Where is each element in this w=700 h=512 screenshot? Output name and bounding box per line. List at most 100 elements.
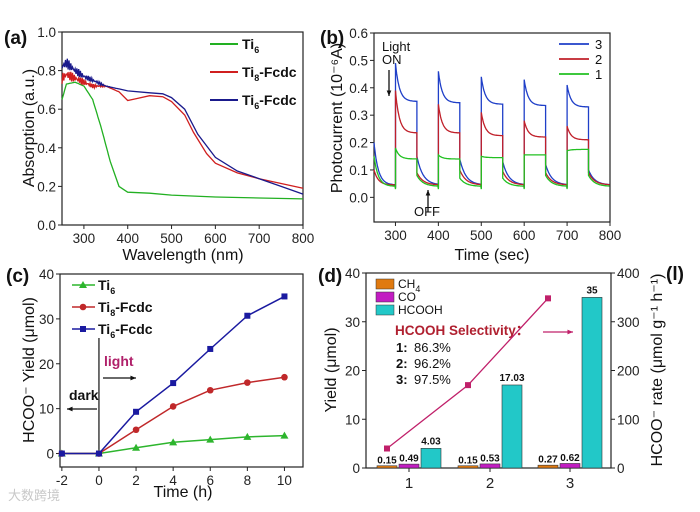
selectivity-title: HCOOH Selectivity： [395, 323, 529, 338]
d-ytick-label: 10 [345, 412, 360, 427]
d-bar-CH4 [376, 465, 398, 469]
c-point-Ti6 [132, 443, 141, 451]
c-series-Ti6-Fcdc [61, 295, 285, 455]
panel-label-a: (a) [4, 28, 27, 49]
a-xtick-label: 800 [292, 231, 315, 246]
c-ytick-label: 20 [39, 357, 54, 372]
b-legend-label: 3 [595, 37, 602, 52]
b-legend-label: 1 [595, 67, 602, 82]
b-xtick-label: 600 [513, 228, 536, 243]
b-xtick-label: 300 [384, 228, 407, 243]
c-legend-label: Ti6-Fcdc [98, 321, 153, 340]
a-ytick-label: 0.2 [37, 179, 56, 194]
a-plot-frame [61, 31, 304, 226]
d-bar-value-label: 35 [586, 285, 598, 296]
c-dark-label: dark [69, 387, 99, 403]
panel-label-b: (b) [320, 28, 344, 49]
b-ytick-label: 0.5 [349, 53, 368, 68]
b-ytick-label: 0.4 [349, 81, 368, 96]
c-point-Ti6-Fcdc [58, 450, 65, 457]
d-bar-CO [479, 463, 501, 469]
c-point-Ti8-Fcdc [244, 379, 251, 386]
c-point-Ti6 [169, 438, 178, 446]
c-point-Ti6 [280, 431, 289, 439]
d-bar-CO [559, 463, 581, 469]
a-legend-label: Ti8-Fcdc [242, 64, 297, 83]
selectivity-value-3: 97.5% [414, 372, 451, 387]
selectivity-key-1: 1: [396, 340, 408, 355]
b-xlabel: Time (sec) [455, 247, 530, 264]
c-point-Ti8-Fcdc [132, 426, 140, 434]
b-series-3 [373, 63, 610, 188]
c-point-Ti8-Fcdc [169, 403, 177, 410]
d-bar-value-label: 17.03 [499, 373, 524, 384]
c-legend-marker [79, 281, 87, 288]
b-ytick-label: 0.3 [349, 108, 368, 123]
d-bar-HCOOH [420, 448, 442, 469]
d-bar-CH4 [537, 464, 559, 469]
c-ytick-label: 0 [46, 447, 54, 462]
d-ytick-label: 30 [345, 315, 360, 330]
d-legend-swatch [375, 304, 395, 316]
c-ytick-label: 10 [39, 402, 54, 417]
a-xlabel: Wavelength (nm) [122, 247, 243, 264]
b-off-arrow-head [425, 190, 431, 196]
d-bar-HCOOH [501, 384, 523, 469]
c-light-arrow-head [130, 375, 136, 381]
b-on-label: ON [382, 52, 402, 67]
d-bar-value-label: 0.27 [538, 455, 558, 466]
d-bar-value-label: 0.53 [480, 453, 500, 464]
watermark: 大数跨境 [8, 488, 60, 503]
c-xtick-label: -2 [56, 473, 68, 488]
a-xtick-label: 500 [160, 231, 183, 246]
a-legend-label: Ti6-Fcdc [242, 92, 297, 111]
c-ytick-label: 30 [39, 312, 54, 327]
c-point-Ti6-Fcdc [281, 293, 288, 300]
c-point-Ti6-Fcdc [133, 408, 140, 415]
b-series-2 [373, 90, 610, 188]
b-series-1 [373, 147, 610, 190]
c-point-Ti8-Fcdc [281, 373, 288, 381]
b-light-label: Light [382, 39, 411, 54]
d-legend-swatch [375, 278, 395, 290]
c-point-Ti6-Fcdc [244, 312, 251, 319]
c-xtick-label: 8 [244, 473, 252, 488]
c-xtick-label: 2 [132, 473, 140, 488]
d-legend-swatch [375, 291, 395, 303]
c-point-Ti6-Fcdc [95, 450, 102, 457]
b-plot-frame [373, 32, 611, 223]
panel-label-c: (c) [6, 266, 29, 287]
b-ytick-label: 0.6 [349, 26, 368, 41]
b-xtick-label: 700 [556, 228, 579, 243]
d-bar-value-label: 0.62 [560, 453, 580, 464]
selectivity-key-2: 2: [396, 356, 408, 371]
d-xtick-label: 3 [566, 475, 574, 492]
c-legend-label: Ti8-Fcdc [98, 299, 153, 318]
d-y2tick-label: 100 [617, 412, 640, 427]
a-xtick-label: 700 [248, 231, 271, 246]
d-ytick-label: 0 [352, 461, 360, 476]
selectivity-key-3: 3: [396, 372, 408, 387]
c-legend-label: Ti6 [98, 277, 115, 296]
a-ytick-label: 0.4 [37, 141, 56, 156]
b-light-on-arrow-head [386, 90, 392, 96]
c-xlabel: Time (h) [154, 484, 213, 501]
d-ytick-label: 20 [345, 364, 360, 379]
a-xtick-label: 400 [116, 231, 139, 246]
d-bar-value-label: 0.15 [377, 455, 397, 466]
selectivity-value-2: 96.2% [414, 356, 451, 371]
d-y2label: HCOO⁻ rate (μmol g⁻¹ h⁻¹) [649, 274, 666, 467]
a-ytick-label: 1.0 [37, 25, 56, 40]
d-y2tick-label: 200 [617, 364, 640, 379]
d-legend-label: CH4 [398, 277, 420, 294]
a-xtick-label: 300 [73, 231, 96, 246]
d-bar-CO [398, 463, 420, 469]
selectivity-value-1: 86.3% [414, 340, 451, 355]
c-dark-arrow-head [67, 406, 73, 412]
c-ylabel: HCOO⁻ Yield (μmol) [21, 297, 38, 443]
d-rate-point [465, 382, 471, 389]
b-xtick-label: 800 [599, 228, 622, 243]
d-bar-value-label: 0.15 [458, 455, 478, 466]
c-xtick-label: 10 [277, 473, 292, 488]
